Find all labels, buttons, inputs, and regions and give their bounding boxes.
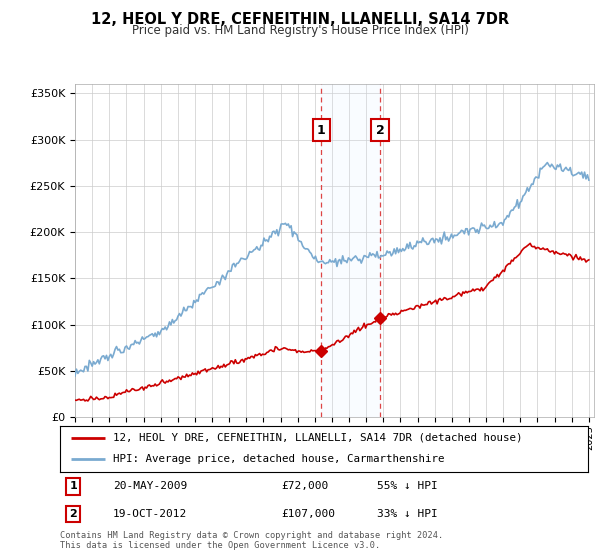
Text: HPI: Average price, detached house, Carmarthenshire: HPI: Average price, detached house, Carm… <box>113 454 444 464</box>
Text: 19-OCT-2012: 19-OCT-2012 <box>113 509 187 519</box>
Text: 20-MAY-2009: 20-MAY-2009 <box>113 481 187 491</box>
Text: £107,000: £107,000 <box>282 509 336 519</box>
Text: 33% ↓ HPI: 33% ↓ HPI <box>377 509 437 519</box>
Text: 1: 1 <box>317 124 326 137</box>
Text: 1: 1 <box>70 481 77 491</box>
Text: 2: 2 <box>70 509 77 519</box>
Text: 12, HEOL Y DRE, CEFNEITHIN, LLANELLI, SA14 7DR (detached house): 12, HEOL Y DRE, CEFNEITHIN, LLANELLI, SA… <box>113 433 522 443</box>
Bar <box>322 84 380 417</box>
Text: 12, HEOL Y DRE, CEFNEITHIN, LLANELLI, SA14 7DR: 12, HEOL Y DRE, CEFNEITHIN, LLANELLI, SA… <box>91 12 509 27</box>
Text: Price paid vs. HM Land Registry's House Price Index (HPI): Price paid vs. HM Land Registry's House … <box>131 24 469 36</box>
Text: 2: 2 <box>376 124 384 137</box>
Text: £72,000: £72,000 <box>282 481 329 491</box>
Text: 55% ↓ HPI: 55% ↓ HPI <box>377 481 437 491</box>
Text: Contains HM Land Registry data © Crown copyright and database right 2024.
This d: Contains HM Land Registry data © Crown c… <box>60 531 443 550</box>
